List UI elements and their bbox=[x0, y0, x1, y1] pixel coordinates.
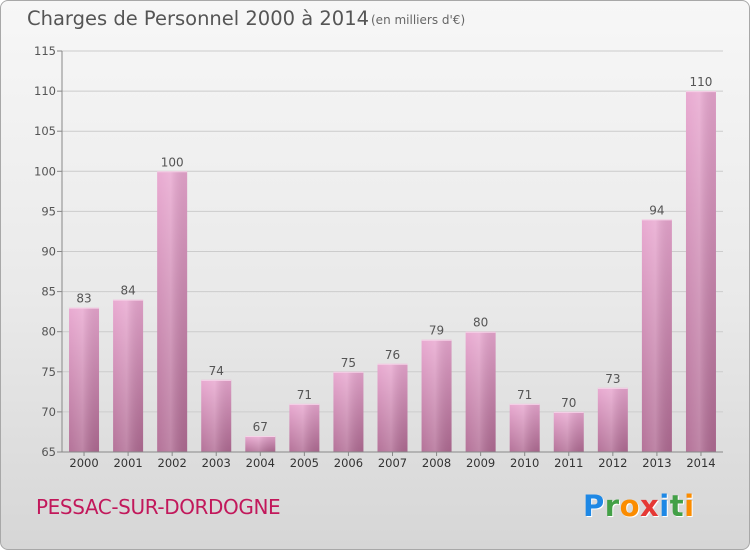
commune-name: PESSAC-SUR-DORDOGNE bbox=[36, 495, 281, 519]
y-tick-label: 115 bbox=[34, 44, 56, 58]
logo-letter: i bbox=[684, 489, 695, 523]
y-tick-label: 95 bbox=[41, 204, 56, 218]
data-label: 100 bbox=[161, 155, 184, 169]
bar-shine bbox=[641, 219, 672, 452]
bar-shine bbox=[113, 299, 144, 452]
bar-shine bbox=[377, 363, 408, 452]
y-tick-label: 100 bbox=[34, 164, 56, 178]
logo-letter: i bbox=[659, 489, 670, 523]
data-label: 110 bbox=[690, 75, 713, 89]
data-label: 94 bbox=[649, 203, 664, 217]
y-tick-label: 105 bbox=[34, 124, 56, 138]
x-tick-label: 2012 bbox=[598, 456, 627, 470]
x-tick-label: 2013 bbox=[642, 456, 671, 470]
bar-shine bbox=[333, 371, 364, 452]
data-label: 84 bbox=[120, 284, 135, 298]
proxiti-logo[interactable]: Proxiti bbox=[583, 489, 695, 523]
x-tick-label: 2006 bbox=[334, 456, 363, 470]
bar-shine bbox=[509, 403, 540, 452]
x-tick-label: 2008 bbox=[422, 456, 451, 470]
x-tick-label: 2009 bbox=[466, 456, 495, 470]
x-tick-label: 2010 bbox=[510, 456, 539, 470]
data-label: 73 bbox=[605, 372, 620, 386]
bar-shine bbox=[685, 91, 716, 452]
bar-shine bbox=[553, 411, 584, 452]
y-tick-label: 90 bbox=[41, 245, 56, 259]
x-tick-label: 2007 bbox=[378, 456, 407, 470]
logo-letter: x bbox=[640, 489, 660, 523]
bar-shine bbox=[597, 387, 628, 452]
x-tick-label: 2002 bbox=[158, 456, 187, 470]
y-tick-label: 110 bbox=[34, 84, 56, 98]
bar-shine bbox=[289, 403, 320, 452]
y-tick-label: 85 bbox=[41, 285, 56, 299]
x-tick-label: 2004 bbox=[246, 456, 275, 470]
logo-letter: o bbox=[619, 489, 641, 523]
logo-letter: r bbox=[604, 489, 620, 523]
chart-title: Charges de Personnel 2000 à 2014 bbox=[27, 7, 370, 30]
x-tick-label: 2005 bbox=[290, 456, 319, 470]
logo-letter: t bbox=[669, 489, 685, 523]
bar-shine bbox=[465, 331, 496, 452]
data-label: 75 bbox=[341, 356, 356, 370]
data-label: 67 bbox=[253, 420, 268, 434]
bar-shine bbox=[157, 171, 188, 453]
data-label: 83 bbox=[76, 292, 91, 306]
x-tick-label: 2001 bbox=[113, 456, 142, 470]
bar-shine bbox=[421, 339, 452, 452]
data-label: 80 bbox=[473, 316, 488, 330]
bar-shine bbox=[69, 307, 100, 452]
data-label: 71 bbox=[517, 388, 532, 402]
x-tick-label: 2014 bbox=[686, 456, 715, 470]
x-tick-label: 2000 bbox=[69, 456, 98, 470]
y-tick-label: 65 bbox=[41, 445, 56, 459]
data-label: 71 bbox=[297, 388, 312, 402]
x-tick-label: 2011 bbox=[554, 456, 583, 470]
data-label: 70 bbox=[561, 396, 576, 410]
bar-shine bbox=[201, 379, 232, 452]
y-tick-label: 70 bbox=[41, 405, 56, 419]
data-label: 76 bbox=[385, 348, 400, 362]
y-tick-label: 75 bbox=[41, 365, 56, 379]
y-tick-label: 80 bbox=[41, 325, 56, 339]
chart-unit: (en milliers d'€) bbox=[371, 13, 466, 27]
bar-shine bbox=[245, 435, 276, 452]
data-label: 79 bbox=[429, 324, 444, 338]
x-tick-label: 2003 bbox=[202, 456, 231, 470]
data-label: 74 bbox=[209, 364, 224, 378]
logo-letter: P bbox=[583, 489, 605, 523]
